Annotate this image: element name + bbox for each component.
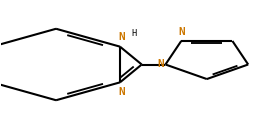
Text: N: N: [178, 27, 185, 37]
Text: N: N: [157, 59, 164, 69]
Text: H: H: [132, 29, 137, 38]
Text: N: N: [118, 87, 125, 98]
Text: N: N: [118, 31, 125, 42]
